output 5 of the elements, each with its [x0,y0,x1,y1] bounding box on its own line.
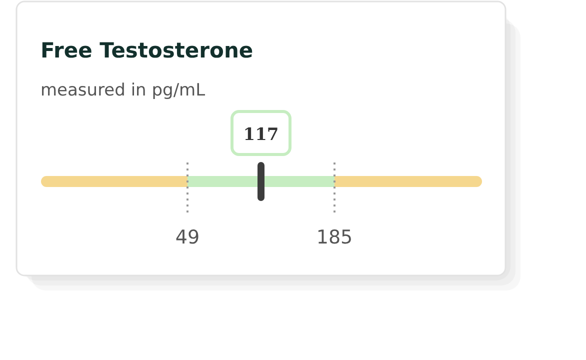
text: 49 [175,226,200,248]
text: Free Testosterone [40,38,254,62]
data-label: 117 [243,125,279,145]
text: measured in pg/mL [40,80,206,100]
text: 185 [316,226,353,248]
